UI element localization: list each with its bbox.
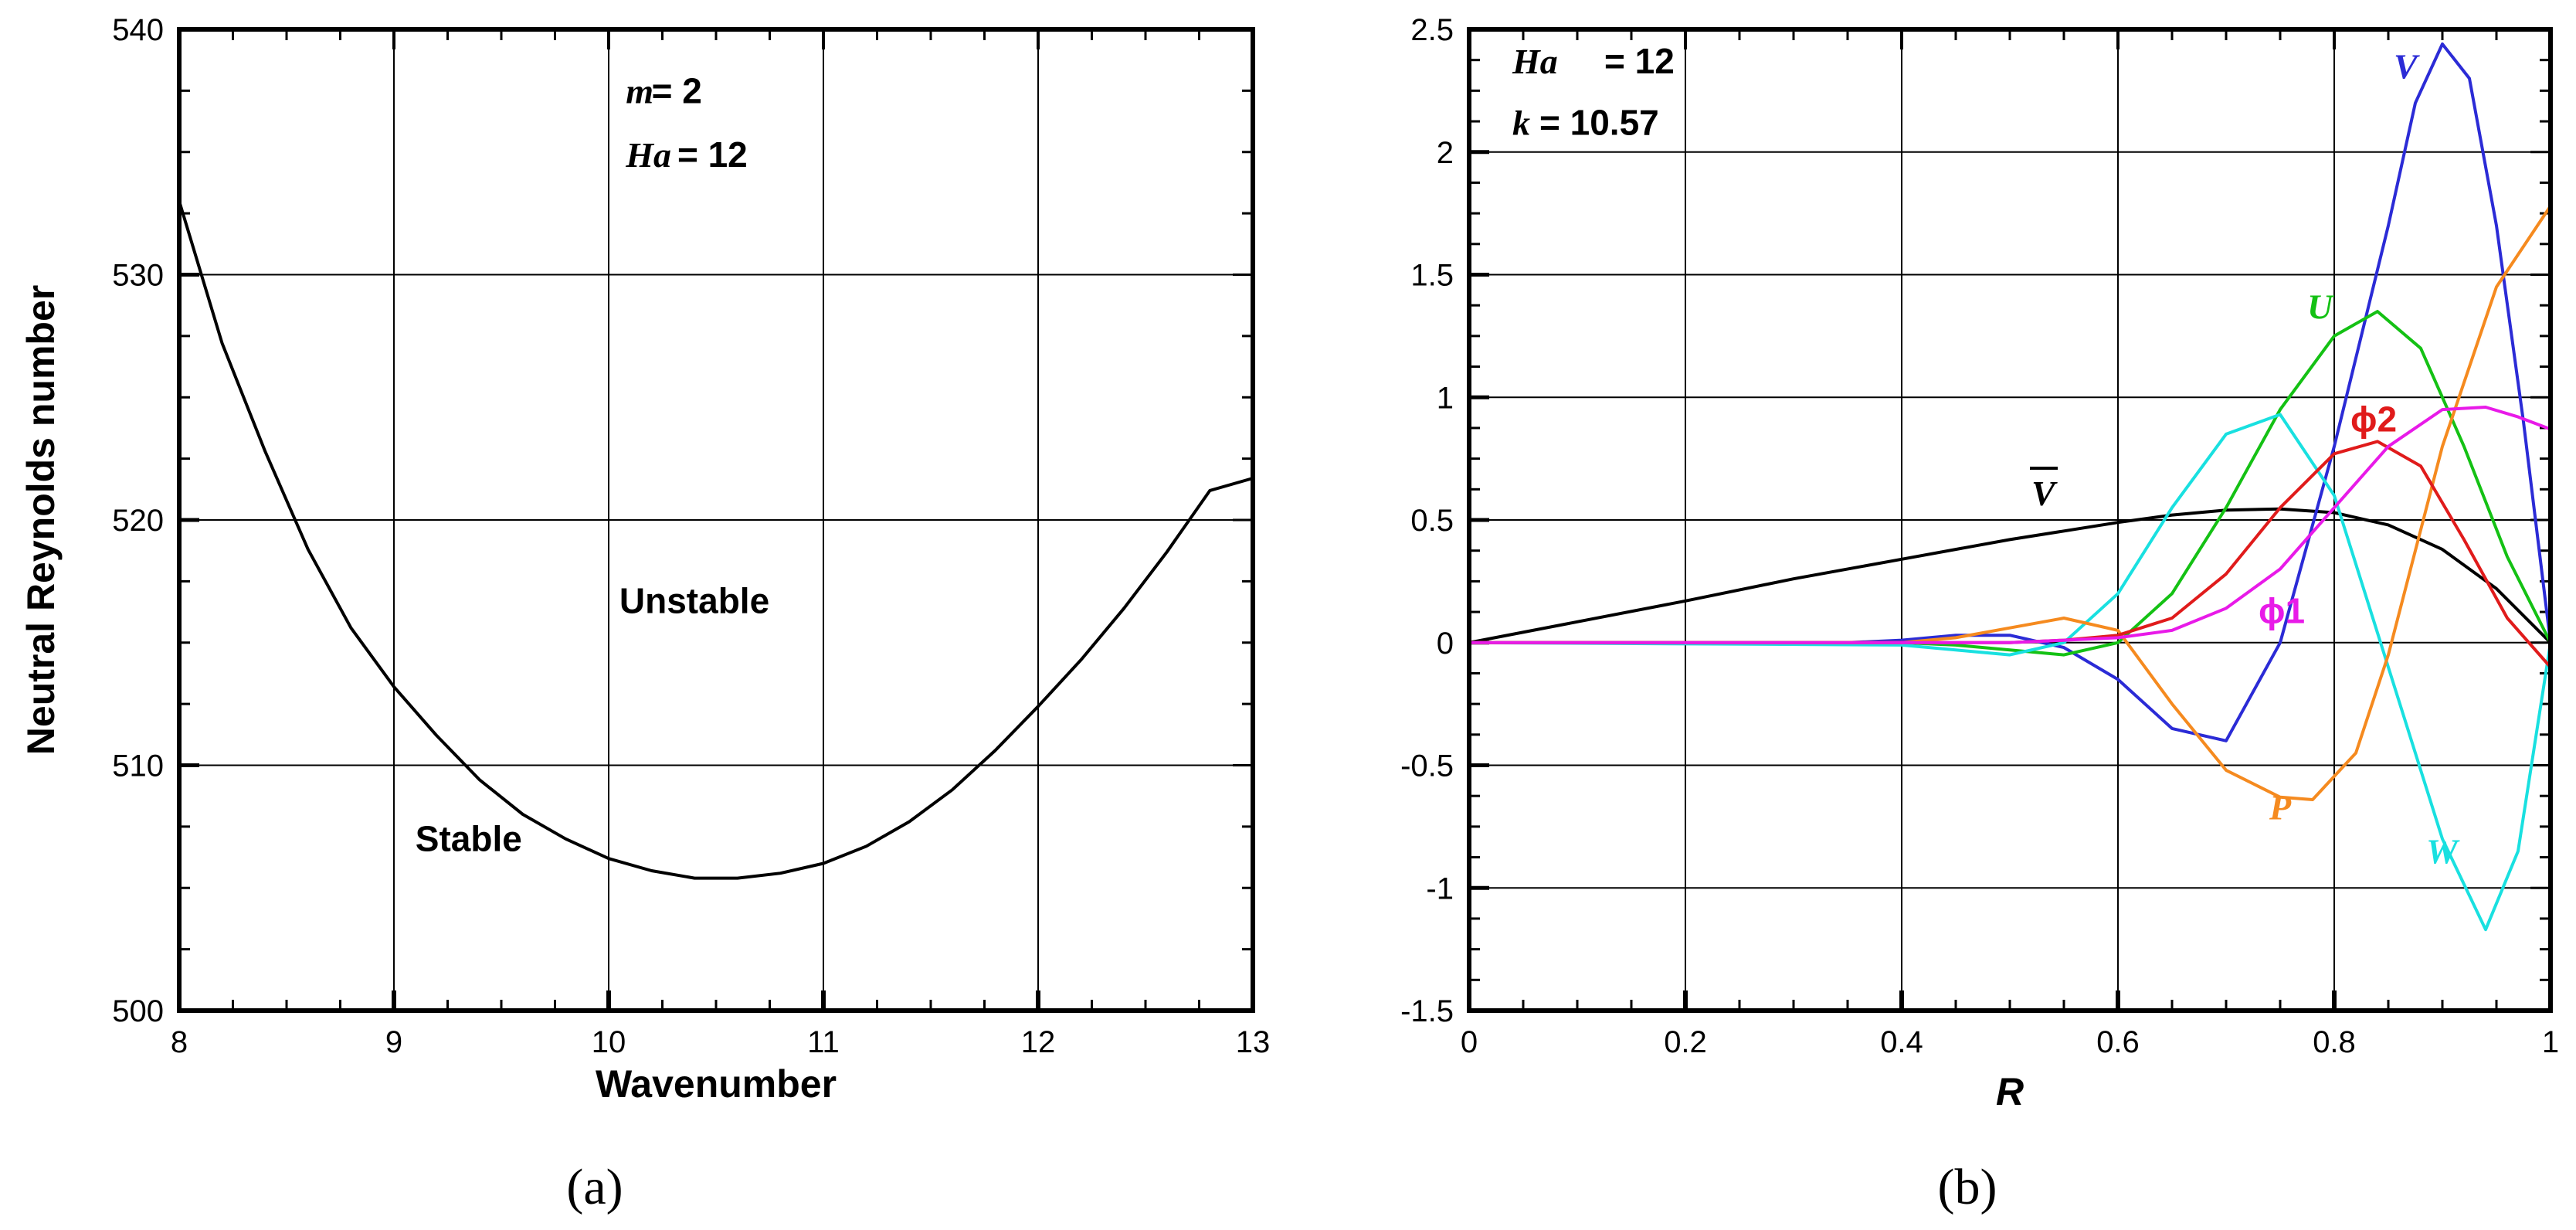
annotation-label: = 2 [652,70,702,110]
annotation-label: m [626,71,653,110]
panel-b-chart: 0 0.2 0.4 0.6 0.8 1-1.5-1-0.500.511.522.5RHa … [1400,13,2559,1215]
series-line-1 [1468,42,2552,742]
x-tick-label: 13 [1236,1025,1271,1059]
series-line-2 [1468,310,2552,657]
y-tick-label: 0 [1437,627,1454,661]
y-tick-label: -1 [1426,872,1454,906]
x-tick-label: 0.2 [1664,1025,1707,1059]
y-tick-label: 2 [1437,136,1454,170]
panel-label: (b) [1938,1159,1997,1215]
y-tick-label: 1.5 [1410,259,1454,293]
annotation-label: ϕ2 [2350,399,2397,440]
x-tick-label: 0.6 [2096,1025,2140,1059]
annotation-label: Ha [1512,42,1558,81]
annotation-label: P [2269,787,2292,827]
series-line-4 [1468,204,2552,801]
x-axis-title: Wavenumber [596,1062,837,1106]
annotation-label: = 12 [1604,41,1675,81]
y-tick-label: 1 [1437,381,1454,415]
x-tick-label: 10 [592,1025,626,1059]
y-tick-label: -1.5 [1400,994,1454,1028]
annotation-label: = 10.57 [1539,103,1659,143]
neutral-curve-line [178,199,1254,880]
x-tick-label: 0 [1461,1025,1478,1059]
series-line-5 [1468,440,2552,669]
annotation-label: Stable [416,819,522,859]
series-line-6 [1468,406,2552,644]
annotation-label: W [2426,832,2460,872]
y-tick-label: 520 [112,504,164,538]
y-tick-label: 2.5 [1410,13,1454,47]
x-axis-title: R [1996,1070,2024,1113]
x-tick-label: 8 [171,1025,188,1059]
y-tick-label: 540 [112,13,164,47]
x-tick-label: 0.4 [1880,1025,1923,1059]
panel-label: (a) [566,1159,623,1215]
y-tick-label: 530 [112,259,164,293]
annotation-label: ϕ1 [2259,590,2305,630]
annotation-label: = 12 [677,134,748,175]
x-tick-label: 1 [2542,1025,2559,1059]
y-tick-label: 0.5 [1410,504,1454,538]
y-tick-label: 500 [112,994,164,1028]
panel-a-chart: 8 9 10 11 12 13 500 510 520 530 540 Wavenumber Neutr… [19,13,1270,1215]
plot-frame [1467,27,2553,1013]
series-line-0 [1468,507,2552,644]
annotation-label: V [2394,47,2420,87]
y-tick-label: 510 [112,749,164,783]
x-tick-label: 12 [1021,1025,1056,1059]
plot-frame [177,27,1255,1013]
grid-lines [179,29,1253,1011]
y-tick-label: -0.5 [1400,749,1454,783]
y-axis-title: Neutral Reynolds number [19,285,63,755]
x-tick-label: 9 [385,1025,402,1059]
annotation-label: k [1512,104,1530,143]
x-tick-label: 11 [807,1025,840,1059]
series-line-3 [1468,413,2552,932]
x-tick-label: 0.8 [2313,1025,2356,1059]
annotation-label: Unstable [619,581,769,621]
annotation-label: Ha [625,135,671,175]
grid-lines [1469,29,2551,1011]
annotation-label: U [2307,287,2335,327]
annotation-label: V [2031,474,2058,513]
